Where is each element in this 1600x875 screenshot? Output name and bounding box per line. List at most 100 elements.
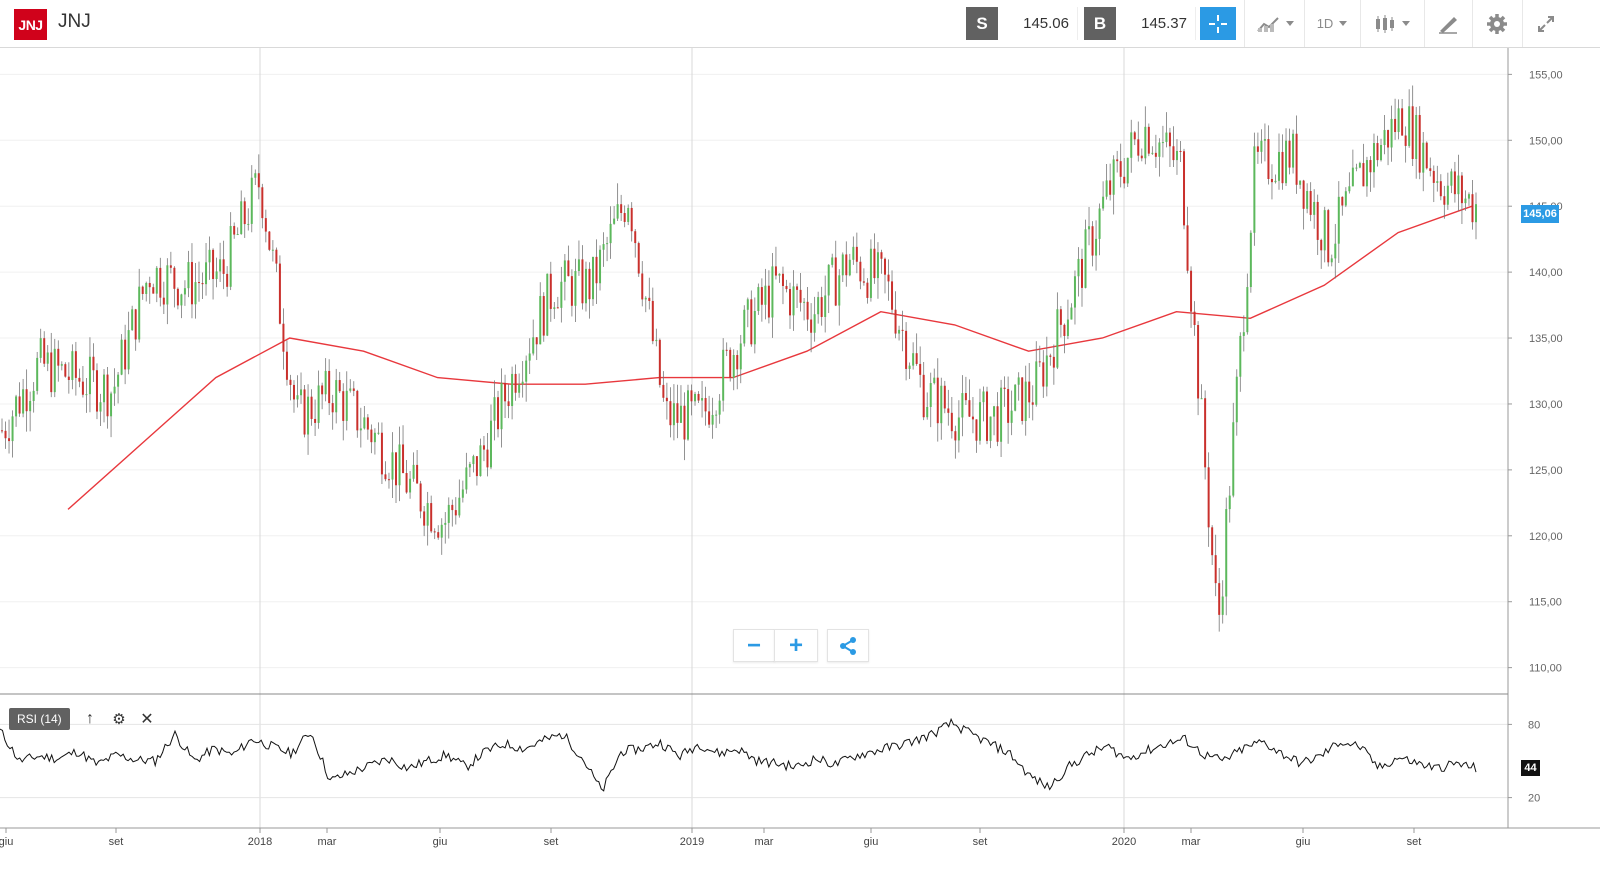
timeframe-dropdown[interactable]: 1D bbox=[1310, 7, 1354, 40]
candle-body bbox=[866, 282, 869, 298]
candle-body bbox=[134, 309, 137, 340]
candle-body bbox=[574, 270, 577, 306]
candle-body bbox=[1401, 108, 1404, 136]
price-tick-label: 150,00 bbox=[1529, 135, 1563, 147]
candle-body bbox=[1302, 180, 1305, 209]
candle-body bbox=[46, 352, 49, 364]
candle-body bbox=[542, 296, 545, 336]
candle-body bbox=[1446, 185, 1449, 205]
candle-body bbox=[1249, 232, 1252, 288]
candle-body bbox=[627, 207, 630, 222]
indicators-dropdown[interactable] bbox=[1368, 7, 1416, 40]
settings-button[interactable] bbox=[1480, 7, 1514, 40]
candle-body bbox=[535, 337, 538, 345]
candle-body bbox=[1168, 132, 1171, 147]
candle-body bbox=[8, 438, 11, 442]
candle-body bbox=[577, 259, 580, 271]
candle-body bbox=[504, 382, 507, 402]
candle-body bbox=[405, 473, 408, 493]
candle-body bbox=[539, 296, 542, 345]
candle-body bbox=[1295, 133, 1298, 185]
rsi-indicator-label[interactable]: RSI (14) bbox=[9, 708, 70, 730]
candle-body bbox=[342, 391, 345, 421]
candle-body bbox=[458, 497, 461, 516]
candle-body bbox=[451, 504, 454, 511]
candle-body bbox=[1313, 201, 1316, 215]
zoom-out-button[interactable]: − bbox=[733, 629, 775, 662]
candle-body bbox=[729, 349, 732, 378]
share-button[interactable] bbox=[827, 629, 869, 662]
share-icon bbox=[840, 636, 856, 655]
candle-body bbox=[53, 348, 56, 393]
candle-body bbox=[254, 173, 257, 178]
candle-body bbox=[1014, 384, 1017, 411]
candle-body bbox=[975, 419, 978, 441]
buy-button[interactable]: B bbox=[1084, 7, 1116, 40]
price-tick-label: 155,00 bbox=[1529, 69, 1563, 81]
candle-body bbox=[1183, 151, 1186, 226]
rsi-settings-button[interactable]: ⚙ bbox=[109, 708, 129, 730]
candle-body bbox=[549, 273, 552, 309]
candle-body bbox=[1137, 139, 1140, 156]
candle-body bbox=[739, 343, 742, 370]
candle-body bbox=[25, 389, 28, 412]
time-tick-label: giu bbox=[1296, 836, 1311, 848]
rsi-panel bbox=[0, 717, 1508, 799]
candle-body bbox=[1288, 140, 1291, 168]
top-toolbar: JNJ JNJ S 145.06 B 145.37 1D bbox=[0, 0, 1600, 48]
candle-body bbox=[820, 297, 823, 317]
candle-body bbox=[1439, 181, 1442, 197]
rsi-move-up-button[interactable]: ↑ bbox=[80, 708, 100, 730]
time-tick-label: giu bbox=[864, 836, 879, 848]
rsi-close-button[interactable]: ✕ bbox=[137, 708, 157, 730]
candle-body bbox=[722, 349, 725, 401]
candle-body bbox=[644, 297, 647, 300]
candle-body bbox=[609, 223, 612, 244]
candle-body bbox=[936, 377, 939, 424]
candle-body bbox=[1365, 160, 1368, 187]
sell-button[interactable]: S bbox=[966, 7, 998, 40]
candle-body bbox=[67, 376, 70, 380]
candle-body bbox=[219, 259, 222, 272]
candle-body bbox=[623, 213, 626, 222]
candle-body bbox=[1334, 243, 1337, 259]
rsi-line bbox=[0, 717, 1477, 792]
candle-body bbox=[1116, 159, 1119, 162]
chart-type-dropdown[interactable] bbox=[1250, 7, 1300, 40]
draw-tool-button[interactable] bbox=[1432, 7, 1464, 40]
crosshair-button[interactable] bbox=[1200, 7, 1236, 40]
candle-body bbox=[205, 262, 208, 285]
candle-body bbox=[117, 374, 120, 387]
candle-body bbox=[1323, 210, 1326, 251]
candle-body bbox=[1007, 389, 1010, 423]
candle-body bbox=[898, 329, 901, 334]
candle-body bbox=[1344, 191, 1347, 206]
candle-body bbox=[831, 257, 834, 265]
candle-body bbox=[500, 382, 503, 430]
candle-body bbox=[88, 356, 91, 395]
candle-body bbox=[978, 402, 981, 441]
zoom-in-button[interactable]: + bbox=[774, 629, 818, 662]
candle-body bbox=[1088, 226, 1091, 230]
expand-button[interactable] bbox=[1530, 7, 1562, 40]
candle-body bbox=[1285, 140, 1288, 184]
candle-body bbox=[1109, 180, 1112, 195]
time-tick-label: set bbox=[973, 836, 988, 848]
candle-body bbox=[613, 218, 616, 224]
candle-body bbox=[1105, 180, 1108, 197]
candle-body bbox=[391, 452, 394, 480]
price-tick-label: 140,00 bbox=[1529, 267, 1563, 279]
candle-body bbox=[1387, 130, 1390, 148]
candle-body bbox=[570, 276, 573, 306]
candle-body bbox=[1362, 163, 1365, 187]
candle-body bbox=[370, 429, 373, 443]
candle-body bbox=[359, 428, 362, 431]
sell-price[interactable]: 145.06 bbox=[998, 7, 1078, 40]
candle-body bbox=[1429, 168, 1432, 171]
candle-body bbox=[212, 249, 215, 280]
candle-body bbox=[169, 265, 172, 268]
buy-price[interactable]: 145.37 bbox=[1116, 7, 1196, 40]
candle-body bbox=[1190, 270, 1193, 312]
candle-body bbox=[525, 360, 528, 382]
